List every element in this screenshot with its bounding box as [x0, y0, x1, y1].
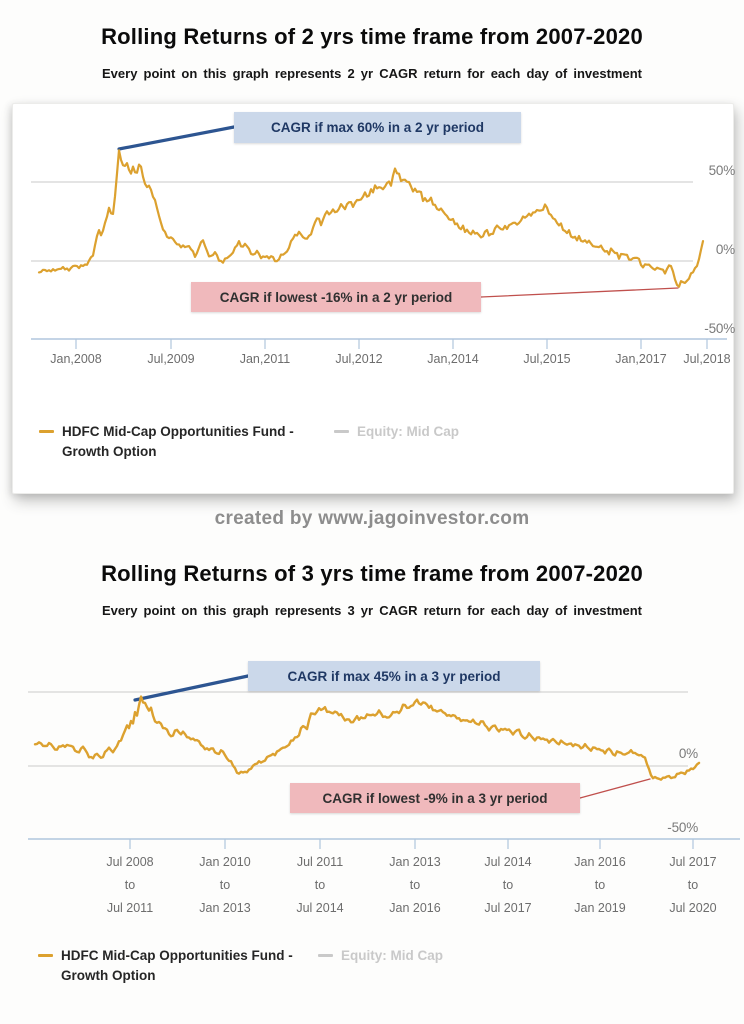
legend-item-benchmark-2yr: Equity: Mid Cap [334, 422, 459, 442]
chart-title-3yr: Rolling Returns of 3 yrs time frame from… [101, 561, 643, 586]
chart-card-2yr: 50% 0% -50% Jan,2008 Jul,2009 Jan,2011 Jul,201… [12, 103, 735, 494]
legend-swatch-benchmark-icon [318, 954, 333, 957]
annotation-min-3yr: CAGR if lowest -9% in a 3 yr period [290, 783, 580, 813]
credit-text: created by www.jagoinvestor.com [214, 508, 530, 529]
series-line [33, 695, 701, 781]
annotation-max-2yr: CAGR if max 60% in a 2 yr period [234, 112, 521, 143]
legend-swatch-fund-icon [39, 430, 54, 433]
chart-title-2yr: Rolling Returns of 2 yrs time frame from… [101, 24, 643, 49]
chart-area-3yr: 0% -50% Jul 2008 to Jul 2011 Jan 2010 to Jan 20… [0, 640, 744, 1024]
legend-label-fund: HDFC Mid-Cap Opportunities Fund - Growth… [61, 948, 293, 984]
legend-swatch-fund-icon [38, 954, 53, 957]
annotation-min-2yr: CAGR if lowest -16% in a 2 yr period [191, 282, 481, 312]
legend-label-benchmark: Equity: Mid Cap [357, 424, 459, 439]
legend-item-benchmark-3yr: Equity: Mid Cap [318, 946, 443, 966]
legend-swatch-benchmark-icon [334, 430, 349, 433]
chart-subtitle-2yr: Every point on this graph represents 2 y… [102, 66, 642, 81]
legend-label-benchmark: Equity: Mid Cap [341, 948, 443, 963]
chart-subtitle-3yr: Every point on this graph represents 3 y… [102, 603, 642, 618]
legend-label-fund: HDFC Mid-Cap Opportunities Fund - Growth… [62, 424, 294, 460]
legend-item-fund-3yr: HDFC Mid-Cap Opportunities Fund - Growth… [38, 946, 343, 987]
chart-plot-3yr [28, 674, 740, 849]
series-line [37, 149, 705, 288]
chart-plot-2yr [31, 125, 727, 349]
legend-item-fund-2yr: HDFC Mid-Cap Opportunities Fund - Growth… [39, 422, 344, 463]
annotation-max-3yr: CAGR if max 45% in a 3 yr period [248, 661, 540, 691]
